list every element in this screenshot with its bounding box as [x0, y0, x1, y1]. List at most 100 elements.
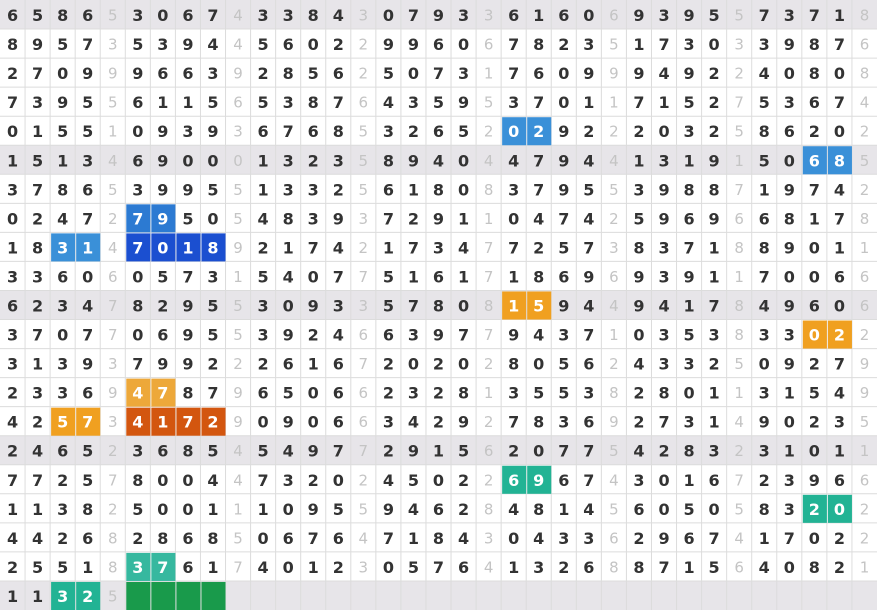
digit: 3 [7, 180, 18, 199]
digit: 6 [157, 326, 168, 345]
digit: 3 [82, 151, 93, 170]
digit: 9 [658, 209, 669, 228]
digit: 3 [583, 384, 594, 403]
digit: 1 [508, 297, 519, 316]
digit: 5 [132, 35, 143, 54]
digit: 5 [383, 297, 394, 316]
digit: 3 [283, 93, 294, 112]
separator-digit: 8 [734, 239, 744, 257]
separator-digit: 2 [860, 500, 870, 518]
digit: 0 [458, 35, 469, 54]
digit: 5 [283, 384, 294, 403]
separator-digit: 2 [233, 355, 243, 373]
digit: 1 [408, 529, 419, 548]
separator-digit: 2 [860, 529, 870, 547]
digit: 4 [759, 558, 770, 577]
separator-digit: 2 [484, 413, 494, 431]
digit: 2 [7, 442, 18, 461]
separator-digit: 9 [860, 355, 870, 373]
separator-digit: 5 [609, 181, 619, 199]
digit: 8 [533, 267, 544, 286]
digit: 9 [308, 297, 319, 316]
digit: 2 [809, 413, 820, 432]
digit: 2 [408, 209, 419, 228]
digit: 7 [308, 238, 319, 257]
digit: 4 [658, 297, 669, 316]
digit: 3 [684, 35, 695, 54]
separator-digit: 9 [108, 384, 118, 402]
digit: 8 [433, 180, 444, 199]
digit: 6 [709, 471, 720, 490]
digit: 2 [82, 587, 93, 606]
highlight-cell [201, 233, 226, 262]
digit: 9 [633, 297, 644, 316]
digit: 6 [283, 35, 294, 54]
separator-digit: 1 [484, 384, 494, 402]
digit: 4 [433, 151, 444, 170]
separator-digit: 5 [860, 152, 870, 170]
separator-digit: 5 [609, 442, 619, 460]
digit: 1 [709, 238, 720, 257]
digit: 8 [533, 35, 544, 54]
separator-digit: 7 [734, 181, 744, 199]
row-shade [0, 290, 877, 320]
highlight-cell [126, 233, 151, 262]
digit: 4 [383, 471, 394, 490]
digit: 3 [207, 64, 218, 83]
digit: 1 [408, 267, 419, 286]
digit: 9 [283, 326, 294, 345]
highlight-cell [176, 407, 201, 436]
digit: 0 [834, 122, 845, 141]
digit: 6 [458, 558, 469, 577]
digit: 2 [633, 384, 644, 403]
digit: 3 [709, 326, 720, 345]
digit: 6 [258, 384, 269, 403]
separator-digit: 1 [609, 326, 619, 344]
digit: 7 [583, 326, 594, 345]
digit: 0 [207, 209, 218, 228]
digit: 5 [558, 384, 569, 403]
highlight-cell [126, 204, 151, 233]
separator-digit: 1 [734, 152, 744, 170]
digit: 3 [658, 151, 669, 170]
digit: 0 [508, 209, 519, 228]
digit: 0 [132, 267, 143, 286]
digit: 6 [182, 529, 193, 548]
digit: 3 [258, 326, 269, 345]
digit: 8 [333, 122, 344, 141]
digit: 1 [533, 6, 544, 25]
digit: 8 [182, 384, 193, 403]
digit: 3 [433, 238, 444, 257]
separator-digit: 8 [860, 65, 870, 83]
digit: 3 [132, 180, 143, 199]
digit: 6 [333, 413, 344, 432]
digit: 0 [157, 500, 168, 519]
separator-digit: 5 [233, 326, 243, 344]
digit: 1 [684, 558, 695, 577]
digit: 7 [684, 238, 695, 257]
digit: 1 [583, 93, 594, 112]
digit: 8 [207, 238, 218, 257]
separator-digit: 1 [609, 94, 619, 112]
digit: 1 [182, 238, 193, 257]
digit: 5 [57, 413, 68, 432]
digit: 1 [82, 558, 93, 577]
digit: 7 [32, 180, 43, 199]
digit: 3 [784, 326, 795, 345]
digit: 3 [7, 326, 18, 345]
separator-digit: 2 [359, 65, 369, 83]
digit: 0 [333, 471, 344, 490]
digit: 1 [684, 151, 695, 170]
digit: 0 [157, 471, 168, 490]
digit: 7 [809, 6, 820, 25]
digit: 9 [82, 355, 93, 374]
digit: 3 [784, 471, 795, 490]
digit: 9 [658, 180, 669, 199]
digit: 7 [408, 6, 419, 25]
digit: 9 [558, 151, 569, 170]
separator-digit: 4 [233, 36, 243, 54]
digit: 2 [333, 558, 344, 577]
digit: 3 [633, 180, 644, 199]
digit: 5 [383, 267, 394, 286]
highlight-cell [151, 581, 176, 610]
